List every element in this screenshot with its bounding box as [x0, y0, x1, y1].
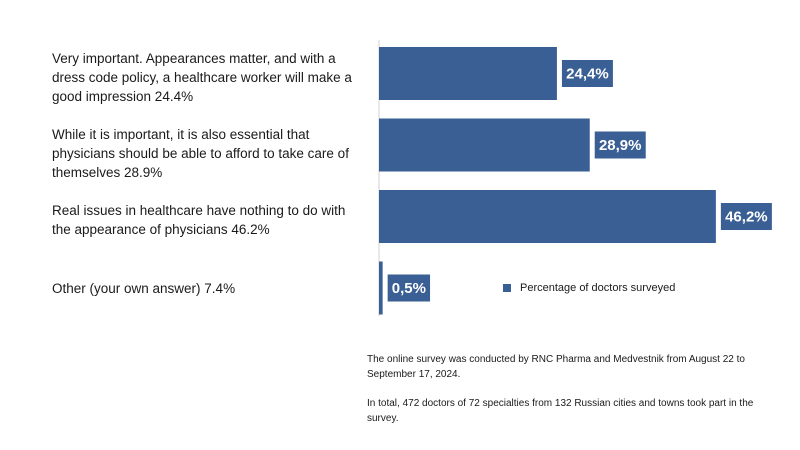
data-label-text: 46,2% [725, 209, 768, 226]
data-label-box [387, 274, 431, 302]
data-label: 28,9% [594, 131, 646, 159]
legend-swatch [503, 284, 511, 292]
bar [379, 118, 590, 172]
legend: Percentage of doctors surveyed [503, 282, 675, 294]
survey-note: The online survey was conducted by RNC P… [367, 354, 745, 380]
category-label: Real issues in healthcare have nothing t… [52, 203, 346, 237]
bar [379, 47, 557, 100]
category-label: Other (your own answer) 7.4% [52, 281, 236, 296]
data-label-text: 0,5% [392, 280, 426, 297]
bar [379, 261, 383, 315]
category-label: Very important. Appearances matter, and … [52, 51, 352, 104]
category-label: While it is important, it is also essent… [52, 127, 349, 180]
data-label-box [594, 131, 646, 159]
legend-label: Percentage of doctors surveyed [520, 282, 676, 294]
data-label-box [561, 60, 613, 87]
data-label-text: 24,4% [566, 66, 609, 83]
data-label-text: 28,9% [599, 137, 642, 154]
data-label: 0,5% [387, 274, 431, 302]
participants-note: In total, 472 doctors of 72 specialties … [367, 398, 754, 424]
data-label: 24,4% [561, 60, 613, 87]
data-label: 46,2% [720, 203, 772, 230]
data-label-box [720, 203, 772, 230]
bar [379, 190, 716, 243]
